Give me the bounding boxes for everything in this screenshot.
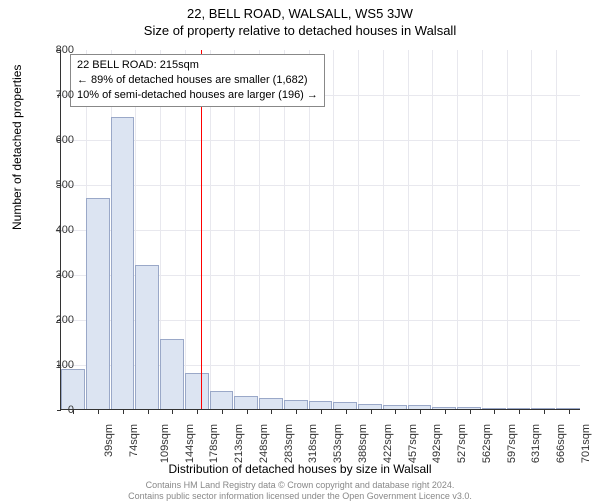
xtick-mark — [519, 410, 520, 414]
histogram-bar — [135, 265, 159, 409]
histogram-bar — [309, 401, 333, 409]
histogram-bar — [556, 408, 580, 409]
xtick-label: 39sqm — [103, 424, 115, 457]
histogram-bar — [111, 117, 135, 410]
histogram-bar — [259, 398, 283, 409]
chart-container: 22, BELL ROAD, WALSALL, WS5 3JW Size of … — [0, 0, 600, 500]
histogram-bar — [432, 407, 456, 409]
ytick-label: 0 — [34, 404, 74, 416]
histogram-bar — [61, 369, 85, 410]
xtick-mark — [494, 410, 495, 414]
gridline-h — [61, 140, 580, 141]
ytick-label: 300 — [34, 269, 74, 281]
xtick-label: 248sqm — [258, 424, 270, 463]
xtick-mark — [371, 410, 372, 414]
gridline-v — [531, 50, 532, 409]
gridline-v — [383, 50, 384, 409]
histogram-bar — [531, 408, 555, 409]
xtick-mark — [98, 410, 99, 414]
xtick-label: 178sqm — [209, 424, 221, 463]
gridline-v — [432, 50, 433, 409]
xtick-label: 109sqm — [159, 424, 171, 463]
histogram-bar — [383, 405, 407, 410]
ytick-label: 100 — [34, 359, 74, 371]
xtick-label: 213sqm — [233, 424, 245, 463]
ytick-label: 200 — [34, 314, 74, 326]
xtick-label: 457sqm — [407, 424, 419, 463]
info-box: 22 BELL ROAD: 215sqm ← 89% of detached h… — [70, 54, 325, 107]
ytick-label: 600 — [34, 134, 74, 146]
xtick-label: 388sqm — [357, 424, 369, 463]
xtick-mark — [222, 410, 223, 414]
xtick-label: 422sqm — [382, 424, 394, 463]
xtick-mark — [296, 410, 297, 414]
gridline-v — [408, 50, 409, 409]
xtick-label: 562sqm — [481, 424, 493, 463]
xtick-mark — [197, 410, 198, 414]
histogram-bar — [408, 405, 432, 409]
xtick-label: 318sqm — [308, 424, 320, 463]
ytick-label: 800 — [34, 44, 74, 56]
gridline-h — [61, 185, 580, 186]
gridline-v — [333, 50, 334, 409]
histogram-bar — [185, 373, 209, 409]
xtick-mark — [148, 410, 149, 414]
xtick-mark — [271, 410, 272, 414]
gridline-v — [358, 50, 359, 409]
histogram-bar — [210, 391, 234, 409]
xtick-mark — [470, 410, 471, 414]
gridline-v — [507, 50, 508, 409]
histogram-bar — [358, 404, 382, 409]
xtick-label: 701sqm — [580, 424, 592, 463]
gridline-h — [61, 230, 580, 231]
gridline-v — [482, 50, 483, 409]
histogram-bar — [86, 198, 110, 410]
title-address: 22, BELL ROAD, WALSALL, WS5 3JW — [0, 0, 600, 21]
histogram-bar — [160, 339, 184, 409]
info-line-2: ← 89% of detached houses are smaller (1,… — [77, 73, 318, 88]
xtick-mark — [123, 410, 124, 414]
xtick-mark — [544, 410, 545, 414]
xtick-label: 492sqm — [431, 424, 443, 463]
ytick-label: 500 — [34, 179, 74, 191]
xtick-mark — [395, 410, 396, 414]
x-axis-label: Distribution of detached houses by size … — [0, 462, 600, 476]
attribution-line-2: Contains public sector information licen… — [0, 491, 600, 502]
xtick-mark — [420, 410, 421, 414]
xtick-label: 74sqm — [128, 424, 140, 457]
histogram-bar — [234, 396, 258, 410]
xtick-label: 631sqm — [530, 424, 542, 463]
xtick-label: 597sqm — [506, 424, 518, 463]
attribution: Contains HM Land Registry data © Crown c… — [0, 480, 600, 503]
histogram-bar — [333, 402, 357, 409]
histogram-bar — [507, 408, 531, 409]
xtick-mark — [247, 410, 248, 414]
xtick-mark — [445, 410, 446, 414]
chart-area: 22 BELL ROAD: 215sqm ← 89% of detached h… — [60, 50, 580, 410]
xtick-mark — [346, 410, 347, 414]
attribution-line-1: Contains HM Land Registry data © Crown c… — [0, 480, 600, 491]
y-axis-label: Number of detached properties — [10, 65, 24, 230]
title-subtitle: Size of property relative to detached ho… — [0, 21, 600, 38]
xtick-label: 283sqm — [283, 424, 295, 463]
xtick-label: 353sqm — [332, 424, 344, 463]
xtick-mark — [321, 410, 322, 414]
xtick-mark — [172, 410, 173, 414]
xtick-label: 144sqm — [184, 424, 196, 463]
histogram-bar — [457, 407, 481, 409]
info-line-1: 22 BELL ROAD: 215sqm — [77, 58, 318, 73]
xtick-label: 666sqm — [555, 424, 567, 463]
gridline-v — [556, 50, 557, 409]
xtick-mark — [569, 410, 570, 414]
info-line-3: 10% of semi-detached houses are larger (… — [77, 88, 318, 103]
ytick-label: 400 — [34, 224, 74, 236]
histogram-bar — [482, 408, 506, 409]
histogram-bar — [284, 400, 308, 409]
gridline-v — [457, 50, 458, 409]
ytick-label: 700 — [34, 89, 74, 101]
xtick-label: 527sqm — [456, 424, 468, 463]
